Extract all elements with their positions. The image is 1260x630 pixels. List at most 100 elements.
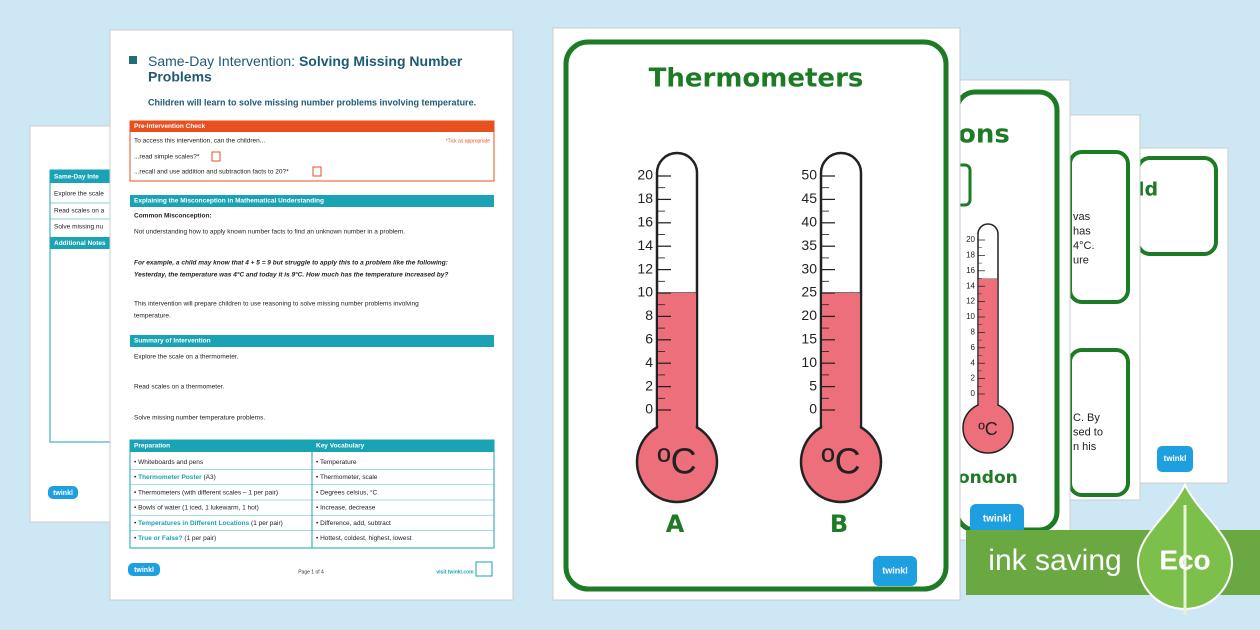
scale-label: 4 (645, 354, 653, 370)
text: Not understanding how to apply known num… (134, 229, 405, 236)
title-light: Same-Day Intervention: (148, 53, 295, 69)
scale-label: 0 (809, 401, 817, 417)
logo: twinkl (983, 514, 1012, 525)
prep-text: (A3) (202, 474, 216, 481)
link: True or False? (138, 535, 182, 542)
card-fragment: sed to (1073, 426, 1103, 438)
logo: twinkl (53, 490, 73, 497)
scale-label: 45 (801, 190, 817, 206)
prep-item: • Thermometer Poster (A3) (134, 474, 216, 481)
vocab-text: Degrees celsius, °C (320, 488, 377, 496)
vocab-item: • Temperature (316, 459, 357, 466)
vocab-text: Thermometer, scale (320, 474, 378, 481)
vocab-item: • Degrees celsius, °C (316, 488, 378, 496)
scale-label: 50 (801, 167, 817, 183)
scale-label: 6 (645, 331, 653, 347)
logo: twinkl (882, 565, 908, 575)
bullet: • (316, 474, 320, 481)
back-header: Same-Day Inte (54, 174, 99, 181)
summary-item: Solve missing number temperature problem… (134, 415, 265, 422)
scale-label: 2 (645, 377, 653, 393)
card-text: vas has 4°C. ure C. By sed to n his (1073, 211, 1103, 453)
summary-item: Explore the scale on a thermometer. (134, 354, 239, 361)
vocab-item: • Increase, decrease (316, 504, 376, 511)
scale-label: 25 (801, 284, 817, 300)
bullet: • (316, 535, 320, 542)
unit: ºC (657, 441, 696, 482)
bullet: • (316, 504, 320, 511)
card-fragment: vas (1073, 211, 1091, 223)
scale-label: 4 (971, 358, 976, 367)
prep-item: • Temperatures in Different Locations (1… (134, 520, 283, 527)
badge-eco: Eco (1159, 544, 1210, 575)
scale-label: 18 (966, 251, 975, 260)
back-notes: Additional Notes (54, 240, 106, 247)
scale-label: 20 (966, 235, 975, 244)
text: This intervention will prepare children … (134, 301, 419, 308)
card-fragment: has (1073, 225, 1091, 237)
eco-badge: ink saving Eco (966, 482, 1260, 615)
note: *Tick as appropriate (446, 138, 490, 144)
card-fragment: 4°C. (1073, 240, 1095, 252)
check-item: ...read simple scales?* (134, 154, 200, 161)
thermometers: 20181614121086420ºCA50454035302520151050… (635, 151, 883, 538)
prep-item: • True or False? (1 per pair) (134, 535, 216, 542)
subtitle: Children will learn to solve missing num… (148, 97, 476, 107)
bullet: • (134, 535, 138, 542)
scale-label: 20 (637, 167, 653, 183)
bullet: • (134, 504, 138, 511)
back-row: Read scales on a (54, 208, 105, 215)
prep-text: Thermometers (with different scales – 1 … (138, 489, 278, 496)
vocab-item: • Difference, add, subtract (316, 520, 391, 527)
title-bold: Problems (148, 69, 212, 85)
joint (822, 293, 860, 462)
scale-label: 2 (971, 374, 976, 383)
bullet: • (316, 520, 320, 527)
summary-item: Read scales on a thermometer. (134, 384, 225, 391)
badge-text: ink saving (988, 544, 1121, 577)
prep-item: • Whiteboards and pens (134, 459, 204, 466)
scale-label: 16 (966, 266, 975, 275)
back-document: Same-Day Inte Explore the scale Read sca… (29, 125, 113, 523)
bullet: • (316, 489, 320, 496)
example: For example, a child may know that 4 + 5… (134, 260, 448, 267)
scale-label: 0 (971, 389, 976, 398)
vocab-text: Temperature (320, 459, 357, 466)
text: temperature. (134, 313, 171, 320)
link: Temperatures in Different Locations (138, 520, 250, 527)
table-heading: Preparation (134, 443, 170, 450)
prep-text: (1 per pair) (249, 520, 283, 527)
page-number: Page 1 of 4 (298, 569, 324, 575)
card-4: ld twinkl (1127, 147, 1229, 484)
joint (658, 293, 696, 462)
back-row: Solve missing nu (54, 224, 104, 231)
scale-label: 18 (637, 190, 653, 206)
unit: ºC (978, 419, 998, 439)
scale-label: 12 (966, 297, 975, 306)
bullet: • (134, 489, 138, 496)
scale-label: 16 (637, 214, 653, 230)
vocab-text: Increase, decrease (320, 504, 376, 511)
prep-text: Bowls of water (1 iced, 1 lukewarm, 1 ho… (138, 504, 259, 511)
bullet: • (316, 459, 320, 466)
scale-label: 5 (809, 377, 817, 393)
scale-label: 35 (801, 237, 817, 253)
poster: Thermometers 20181614121086420ºCA5045403… (552, 27, 961, 601)
back-row: Explore the scale (54, 191, 104, 198)
card-city: ondon (958, 468, 1018, 488)
vocab-text: Difference, add, subtract (320, 520, 391, 527)
section-heading: Explaining the Misconception in Mathemat… (134, 198, 324, 205)
unit: ºC (821, 441, 860, 482)
bullet: • (134, 474, 138, 481)
doc-title: Same-Day Intervention: Solving Missing N… (148, 53, 463, 69)
check-item: ...recall and use addition and subtracti… (134, 169, 289, 176)
scale-label: 12 (637, 260, 653, 276)
bullet: • (134, 459, 138, 466)
poster-title: Thermometers (649, 64, 864, 94)
scale-label: 30 (801, 260, 817, 276)
scale-label: 20 (801, 307, 817, 323)
vocab-item: • Thermometer, scale (316, 474, 378, 481)
